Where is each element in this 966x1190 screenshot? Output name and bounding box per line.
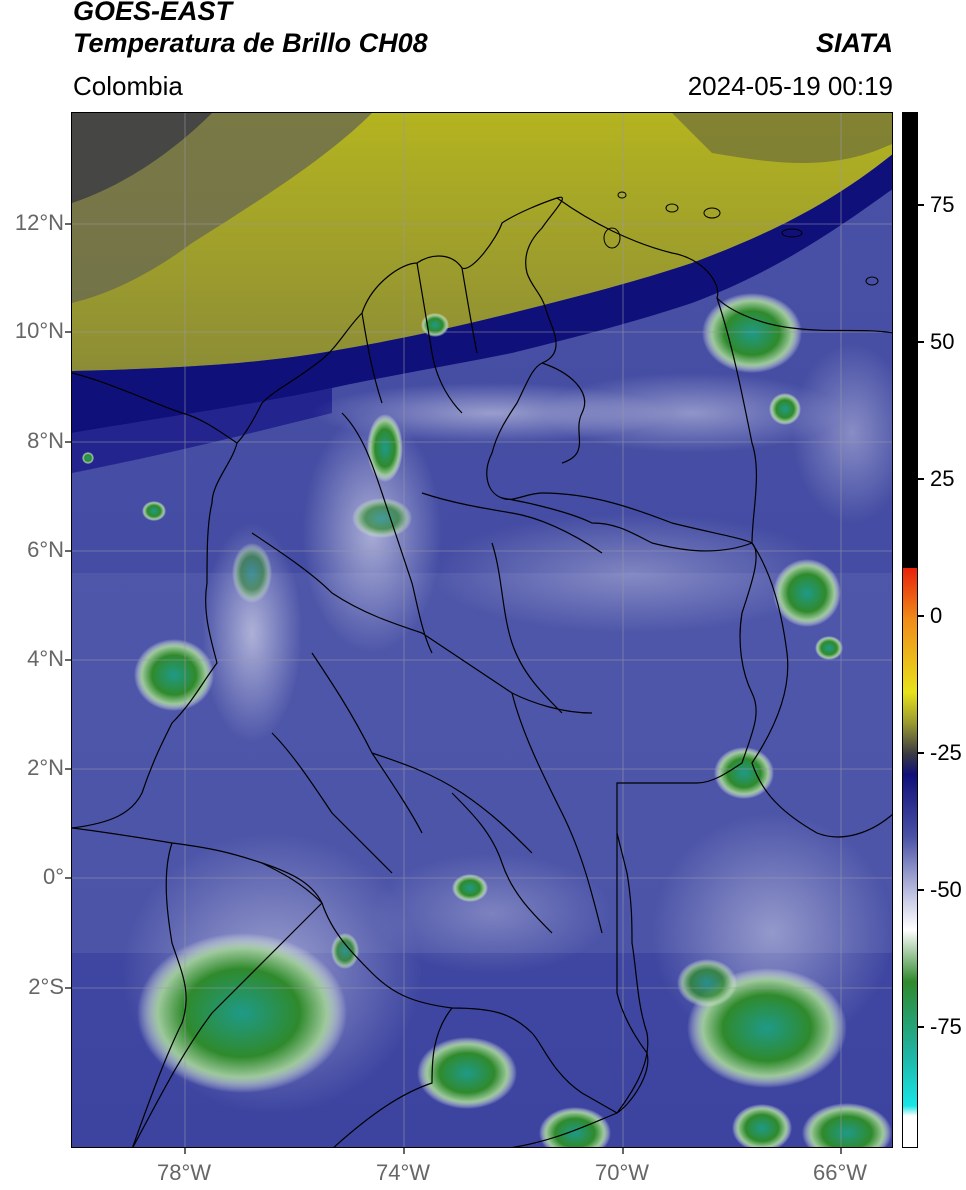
map-imagery <box>72 113 892 1147</box>
lat-label-2s: 2°S <box>28 974 64 999</box>
lon-label-66w: 66°W <box>812 1160 868 1185</box>
lat-label-8n: 8°N <box>27 428 64 453</box>
product-title: Temperatura de Brillo CH08 <box>73 28 428 58</box>
lat-tick <box>65 987 71 989</box>
colorbar-label-25: 25 <box>930 466 955 491</box>
lon-label-70w: 70°W <box>594 1160 650 1185</box>
lat-label-4n: 4°N <box>27 646 64 671</box>
lon-label-78w: 78°W <box>156 1160 212 1185</box>
lat-tick <box>65 223 71 225</box>
colorbar-tick <box>918 1026 924 1028</box>
lat-tick <box>65 659 71 661</box>
lat-label-2n: 2°N <box>27 755 64 780</box>
region-label: Colombia <box>73 71 183 101</box>
lat-label-10n: 10°N <box>14 318 64 343</box>
colorbar-label-0: 0 <box>930 603 943 628</box>
lat-label-12n: 12°N <box>14 210 64 235</box>
lat-tick <box>65 441 71 443</box>
lat-tick <box>65 331 71 333</box>
agency-label: SIATA <box>816 28 893 58</box>
lat-label-6n: 6°N <box>27 537 64 562</box>
colorbar-label-minus25: -25 <box>930 740 962 765</box>
colorbar-label-minus75: -75 <box>930 1014 962 1039</box>
islands <box>603 191 879 286</box>
lat-tick <box>65 877 71 879</box>
lon-tick <box>622 1148 624 1154</box>
colorbar-tick <box>918 889 924 891</box>
colorbar-label-minus50: -50 <box>930 877 962 902</box>
lon-tick <box>840 1148 842 1154</box>
borders <box>72 196 892 1147</box>
gridlines <box>72 113 892 1147</box>
colorbar-tick <box>918 615 924 617</box>
lat-tick <box>65 768 71 770</box>
colorbar-tick <box>918 752 924 754</box>
satellite-map <box>71 112 893 1148</box>
colorbar-label-75: 75 <box>930 192 955 217</box>
lon-tick <box>403 1148 405 1154</box>
colorbar-tick <box>918 341 924 343</box>
datetime-label: 2024-05-19 00:19 <box>687 71 893 101</box>
lon-tick <box>184 1148 186 1154</box>
satellite-title: GOES-EAST <box>73 0 233 26</box>
colorbar-tick <box>918 478 924 480</box>
colorbar-tick <box>918 204 924 206</box>
colorbar <box>902 112 918 1148</box>
lon-label-74w: 74°W <box>375 1160 431 1185</box>
colorbar-label-50: 50 <box>930 329 955 354</box>
lat-label-0: 0° <box>42 864 64 889</box>
lat-tick <box>65 550 71 552</box>
